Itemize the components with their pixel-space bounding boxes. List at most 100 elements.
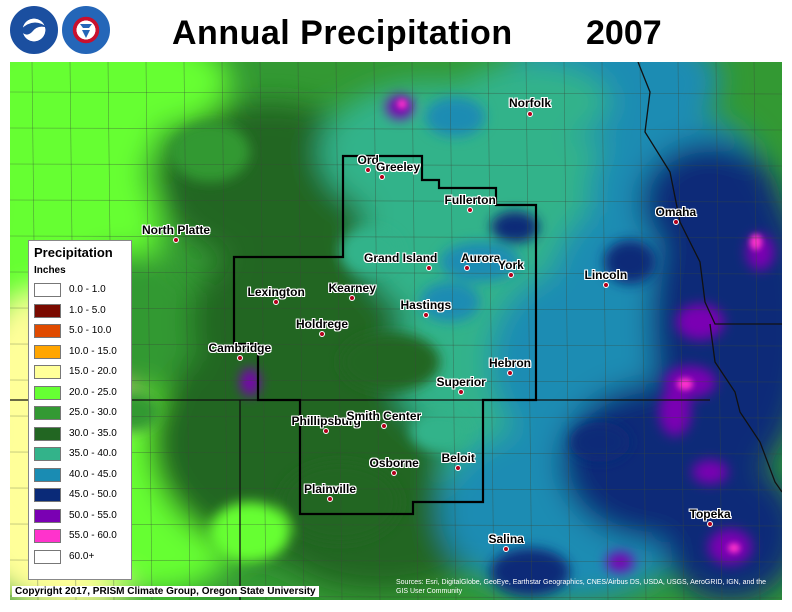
legend-swatch: [34, 365, 61, 379]
legend-swatch: [34, 344, 61, 359]
legend-swatch: [34, 508, 61, 523]
city-marker[interactable]: [673, 219, 679, 225]
city-marker[interactable]: [464, 265, 470, 271]
city-label: Holdrege: [296, 317, 349, 331]
noaa-bird-icon: [20, 22, 48, 35]
city-marker[interactable]: [237, 355, 243, 361]
city-label: Grand Island: [364, 251, 438, 265]
legend-item: 30.0 - 35.0: [34, 426, 130, 443]
legend-label: 20.0 - 25.0: [69, 386, 117, 398]
noaa-logo: [10, 6, 58, 54]
legend: Precipitation Inches 0.0 - 1.0 1.0 - 5.0 5…: [28, 240, 132, 580]
city-label: Superior: [436, 375, 486, 389]
city-label: Lincoln: [584, 268, 628, 282]
legend-item: 20.0 - 25.0: [34, 385, 130, 402]
precipitation-raster: [10, 62, 782, 600]
city-label: Phillipsburg: [291, 414, 361, 428]
legend-item: 0.0 - 1.0: [34, 283, 130, 299]
city-marker[interactable]: [365, 167, 371, 173]
legend-item: 50.0 - 55.0: [34, 508, 130, 525]
city-label: Topeka: [689, 507, 731, 521]
legend-item: 1.0 - 5.0: [34, 303, 130, 320]
legend-label: 15.0 - 20.0: [69, 366, 117, 377]
city-marker[interactable]: [527, 111, 533, 117]
city-marker[interactable]: [379, 174, 385, 180]
city-label: Hebron: [489, 356, 531, 370]
city-marker[interactable]: [173, 237, 179, 243]
legend-label: 30.0 - 35.0: [69, 427, 117, 439]
city-label: Ord: [357, 153, 379, 167]
legend-label: 60.0+: [69, 550, 95, 562]
county-boundaries: [10, 62, 782, 600]
legend-label: 0.0 - 1.0: [69, 284, 106, 295]
city-label: Omaha: [655, 205, 697, 219]
city-marker[interactable]: [455, 465, 461, 471]
nws-tornado-icon: [80, 24, 92, 38]
nws-logo: [62, 6, 110, 54]
city-marker[interactable]: [327, 496, 333, 502]
city-marker[interactable]: [467, 207, 473, 213]
city-marker[interactable]: [426, 265, 432, 271]
legend-swatch: [34, 426, 61, 441]
copyright-text: Copyright 2017, PRISM Climate Group, Ore…: [12, 586, 319, 597]
legend-swatch: [34, 549, 61, 564]
city-marker[interactable]: [349, 295, 355, 301]
city-marker[interactable]: [319, 331, 325, 337]
legend-swatch: [34, 447, 61, 461]
legend-label: 35.0 - 40.0: [69, 448, 117, 459]
city-label: Fullerton: [444, 193, 496, 207]
legend-title: Precipitation: [34, 245, 113, 260]
legend-item: 60.0+: [34, 549, 130, 566]
legend-swatch: [34, 283, 61, 297]
city-label: Smith Center: [346, 409, 422, 423]
legend-swatch: [34, 488, 61, 502]
city-marker[interactable]: [323, 428, 329, 434]
legend-label: 5.0 - 10.0: [69, 325, 112, 336]
city-label: Osborne: [369, 456, 419, 470]
legend-swatch: [34, 324, 61, 338]
legend-units: Inches: [34, 265, 66, 276]
legend-item: 15.0 - 20.0: [34, 365, 130, 381]
city-label: North Platte: [142, 223, 211, 237]
legend-label: 25.0 - 30.0: [69, 407, 117, 418]
legend-label: 40.0 - 45.0: [69, 468, 117, 480]
city-marker[interactable]: [381, 423, 387, 429]
legend-item: 25.0 - 30.0: [34, 406, 130, 422]
city-label: Hastings: [400, 298, 452, 312]
legend-item: 55.0 - 60.0: [34, 529, 130, 545]
legend-item: 5.0 - 10.0: [34, 324, 130, 340]
city-marker[interactable]: [503, 546, 509, 552]
precipitation-map[interactable]: Norfolk Ord Greeley Fullerton Omaha North Pla…: [10, 62, 782, 600]
legend-swatch: [34, 385, 61, 400]
page-title: Annual Precipitation: [172, 14, 513, 52]
legend-label: 50.0 - 55.0: [69, 509, 117, 521]
city-marker[interactable]: [273, 299, 279, 305]
legend-swatch: [34, 406, 61, 420]
forecast-area-outline: [232, 154, 538, 516]
city-label: Greeley: [376, 160, 421, 174]
page-year: 2007: [586, 14, 662, 52]
legend-item: 40.0 - 45.0: [34, 467, 130, 484]
city-marker[interactable]: [508, 272, 514, 278]
city-label: Beloit: [441, 451, 475, 465]
city-marker[interactable]: [391, 470, 397, 476]
legend-label: 10.0 - 15.0: [69, 345, 117, 357]
city-label: Aurora: [461, 251, 501, 265]
city-label: Lexington: [247, 285, 305, 299]
city-marker[interactable]: [458, 389, 464, 395]
legend-label: 1.0 - 5.0: [69, 304, 106, 316]
map-sources-text: Sources: Esri, DigitalGlobe, GeoEye, Ear…: [396, 579, 766, 595]
city-marker[interactable]: [507, 370, 513, 376]
legend-label: 55.0 - 60.0: [69, 530, 117, 541]
city-marker[interactable]: [423, 312, 429, 318]
legend-item: 35.0 - 40.0: [34, 447, 130, 463]
city-marker[interactable]: [603, 282, 609, 288]
city-label: Salina: [488, 532, 524, 546]
city-label: Kearney: [328, 281, 376, 295]
legend-label: 45.0 - 50.0: [69, 489, 117, 500]
city-label: Norfolk: [509, 96, 551, 110]
city-label: Cambridge: [208, 341, 272, 355]
header: Annual Precipitation 2007: [0, 0, 792, 62]
city-label: Plainville: [304, 482, 357, 496]
city-marker[interactable]: [707, 521, 713, 527]
